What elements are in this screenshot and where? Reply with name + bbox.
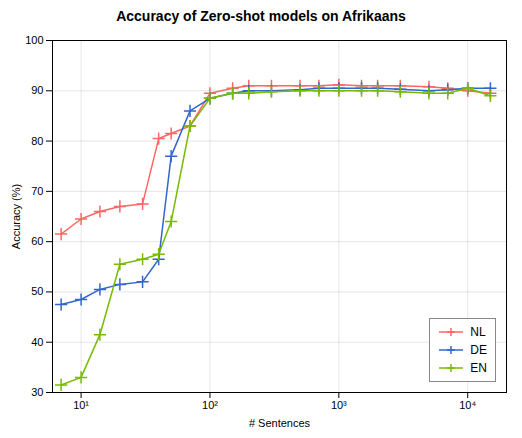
svg-text:100: 100 [25,34,43,46]
html-text:DE: DE [470,343,487,357]
svg-text:10²: 10² [202,399,218,411]
svg-text:10³: 10³ [331,399,347,411]
svg-text:10⁴: 10⁴ [459,399,476,411]
html-text:Accuracy of Zero-shot models o: Accuracy of Zero-shot models on Afrikaan… [116,8,406,24]
svg-text:Accuracy (%): Accuracy (%) [10,184,22,249]
svg-text:30: 30 [31,386,43,398]
svg-text:60: 60 [31,235,43,247]
svg-text:80: 80 [31,135,43,147]
svg-text:50: 50 [31,285,43,297]
svg-text:40: 40 [31,336,43,348]
svg-text:10¹: 10¹ [73,399,89,411]
html-text:NL: NL [470,325,486,339]
svg-text:70: 70 [31,185,43,197]
svg-text:90: 90 [31,84,43,96]
svg-text:# Sentences: # Sentences [249,417,311,429]
html-text:EN: EN [470,361,487,375]
